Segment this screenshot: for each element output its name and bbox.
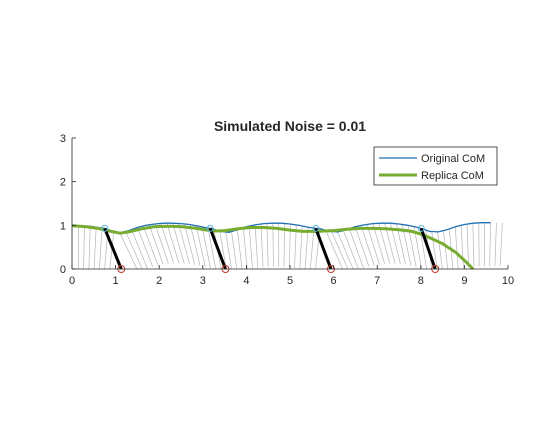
legend-label-original-com: Original CoM [421,153,485,165]
y-tick-label: 2 [60,177,66,189]
legend-label-replica-com: Replica CoM [421,170,484,182]
x-tick-label: 3 [200,275,206,287]
chart-title: Simulated Noise = 0.01 [214,118,366,134]
x-tick-label: 6 [331,275,337,287]
legend: Original CoM Replica CoM [374,147,497,185]
y-tick-label: 1 [60,220,66,232]
x-tick-label: 7 [374,275,380,287]
x-tick-label: 0 [69,275,75,287]
x-tick-label: 2 [156,275,162,287]
x-tick-label: 4 [243,275,249,287]
x-tick-label: 10 [502,275,514,287]
y-tick-label: 0 [60,264,66,276]
y-tick-label: 3 [60,133,66,145]
x-tick-label: 5 [287,275,293,287]
x-tick-label: 1 [113,275,119,287]
x-tick-label: 9 [461,275,467,287]
x-tick-label: 8 [418,275,424,287]
